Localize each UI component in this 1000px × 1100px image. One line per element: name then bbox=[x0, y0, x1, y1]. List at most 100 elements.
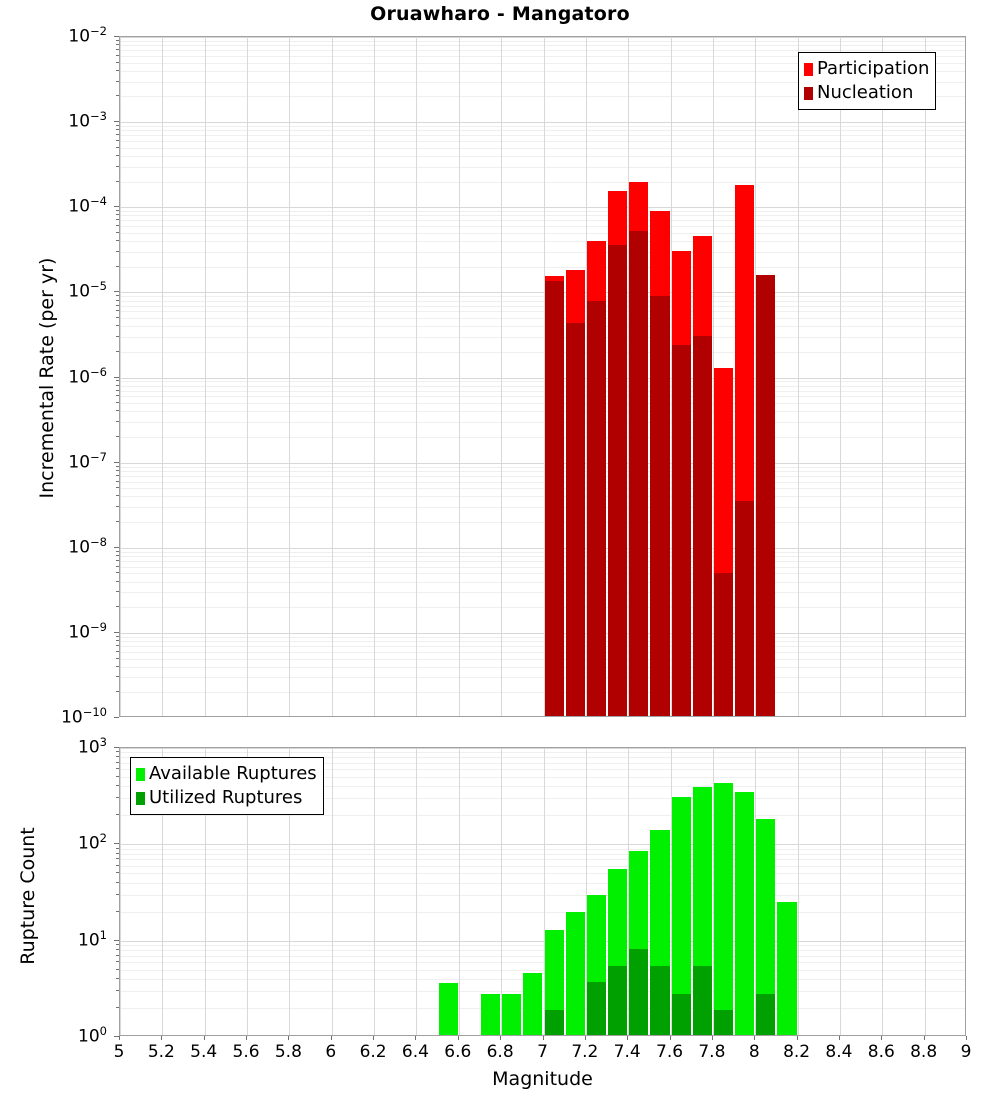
gridline bbox=[120, 844, 965, 846]
tickmark-minor bbox=[116, 751, 119, 753]
bar-available-ruptures bbox=[713, 783, 734, 1035]
page-title: Oruawharo - Mangatoro bbox=[370, 3, 630, 25]
tickmark-minor bbox=[116, 435, 119, 437]
tickmark-minor bbox=[116, 797, 119, 799]
gridline-minor bbox=[120, 181, 965, 183]
gridline-minor bbox=[120, 911, 965, 913]
tickmark-minor bbox=[116, 968, 119, 970]
tickmark bbox=[330, 1036, 332, 1040]
bar-nucleation bbox=[565, 322, 585, 716]
gridline-minor bbox=[120, 422, 965, 423]
tickmark-minor bbox=[116, 814, 119, 816]
x-tick-label: 7.4 bbox=[613, 1042, 641, 1062]
tickmark-minor bbox=[116, 775, 119, 777]
tickmark bbox=[584, 1036, 586, 1040]
gridline-minor bbox=[120, 848, 965, 850]
gridline-minor bbox=[120, 215, 965, 217]
x-tick-label: 6.8 bbox=[486, 1042, 514, 1062]
tickmark-minor bbox=[116, 389, 119, 391]
gridline-minor bbox=[120, 211, 965, 213]
legend-label-nucleation: Nucleation bbox=[817, 82, 914, 103]
bar-utilized-ruptures bbox=[544, 1010, 564, 1035]
x-tick-label: 5.6 bbox=[232, 1042, 260, 1062]
tickmark-minor bbox=[116, 949, 119, 950]
gridline bbox=[120, 940, 965, 942]
tickmark-minor bbox=[116, 299, 119, 301]
gridline-minor bbox=[120, 220, 965, 222]
tickmark bbox=[288, 1036, 290, 1040]
x-tick-label: 8.2 bbox=[783, 1042, 811, 1062]
legend-item-participation: Participation bbox=[804, 57, 929, 81]
tickmark-minor bbox=[116, 847, 119, 849]
tickmark-minor bbox=[116, 129, 119, 131]
y-tick-label: 10−6 bbox=[68, 364, 107, 388]
bar-available-ruptures bbox=[544, 929, 564, 1035]
gridline-minor bbox=[120, 155, 965, 157]
gridline-minor bbox=[120, 945, 965, 947]
tickmark-minor bbox=[116, 858, 119, 860]
x-tick-label: 7 bbox=[537, 1042, 548, 1062]
gridline-minor bbox=[120, 762, 965, 764]
gridline-minor bbox=[120, 865, 965, 867]
tickmark-minor bbox=[116, 550, 119, 552]
gridline-vertical bbox=[670, 37, 672, 716]
gridline bbox=[120, 547, 965, 549]
gridline-minor bbox=[120, 311, 965, 313]
gridline-minor bbox=[120, 522, 965, 524]
gridline-minor bbox=[120, 403, 965, 405]
legend-item-utilized-ruptures: Utilized Ruptures bbox=[136, 786, 317, 810]
bars-bottom bbox=[120, 748, 965, 1035]
tickmark-minor bbox=[116, 978, 119, 979]
tickmark-minor bbox=[116, 495, 119, 497]
gridline-minor bbox=[120, 326, 965, 328]
bar-utilized-ruptures bbox=[671, 993, 691, 1035]
y-tick-label: 100 bbox=[78, 1024, 107, 1047]
gridline-minor bbox=[120, 969, 965, 971]
legend-swatch-participation bbox=[804, 62, 813, 76]
gridline-minor bbox=[120, 757, 965, 759]
tickmark-minor bbox=[116, 676, 119, 678]
gridline-minor bbox=[120, 692, 965, 694]
gridline-vertical bbox=[924, 748, 926, 1035]
y-tick-label: 101 bbox=[78, 927, 107, 951]
tickmark-minor bbox=[116, 881, 119, 883]
gridline-minor bbox=[120, 776, 965, 778]
gridline bbox=[120, 207, 965, 209]
gridline-vertical bbox=[924, 37, 926, 716]
tickmark bbox=[114, 461, 119, 463]
gridline-minor bbox=[120, 853, 965, 855]
gridline-minor bbox=[120, 560, 965, 562]
tickmark-minor bbox=[116, 635, 119, 637]
tickmark-minor bbox=[116, 210, 119, 212]
tickmark-minor bbox=[116, 480, 119, 482]
x-tick-label: 6.4 bbox=[401, 1042, 429, 1062]
tickmark-minor bbox=[116, 265, 119, 267]
x-tick-label: 7.8 bbox=[698, 1042, 726, 1062]
gridline-minor bbox=[120, 677, 965, 679]
tickmark-minor bbox=[116, 665, 119, 667]
tickmark-minor bbox=[116, 225, 119, 227]
tickmark-minor bbox=[116, 421, 119, 422]
tickmark-minor bbox=[116, 572, 119, 574]
gridline-minor bbox=[120, 390, 965, 392]
tickmark-minor bbox=[116, 154, 119, 156]
tickmark-minor bbox=[116, 350, 119, 352]
tickmark bbox=[966, 1036, 967, 1040]
tickmark-minor bbox=[116, 165, 119, 167]
x-tick-label: 5.2 bbox=[147, 1042, 175, 1062]
gridline-vertical bbox=[755, 37, 757, 716]
gridline-minor bbox=[120, 381, 965, 383]
bar-utilized-ruptures bbox=[565, 1034, 585, 1035]
tickmark-minor bbox=[116, 554, 119, 556]
gridline-vertical bbox=[712, 37, 714, 716]
gridline-minor bbox=[120, 646, 965, 648]
gridline-minor bbox=[120, 470, 965, 472]
tickmark bbox=[114, 546, 119, 548]
legend-bottom: Available Ruptures Utilized Ruptures bbox=[130, 757, 324, 815]
gridline-vertical bbox=[712, 748, 714, 1035]
tickmark-minor bbox=[116, 395, 119, 397]
tickmark-minor bbox=[116, 768, 119, 770]
gridline-minor bbox=[120, 894, 965, 896]
x-tick-label: 5.4 bbox=[190, 1042, 218, 1062]
gridline-minor bbox=[120, 147, 965, 149]
